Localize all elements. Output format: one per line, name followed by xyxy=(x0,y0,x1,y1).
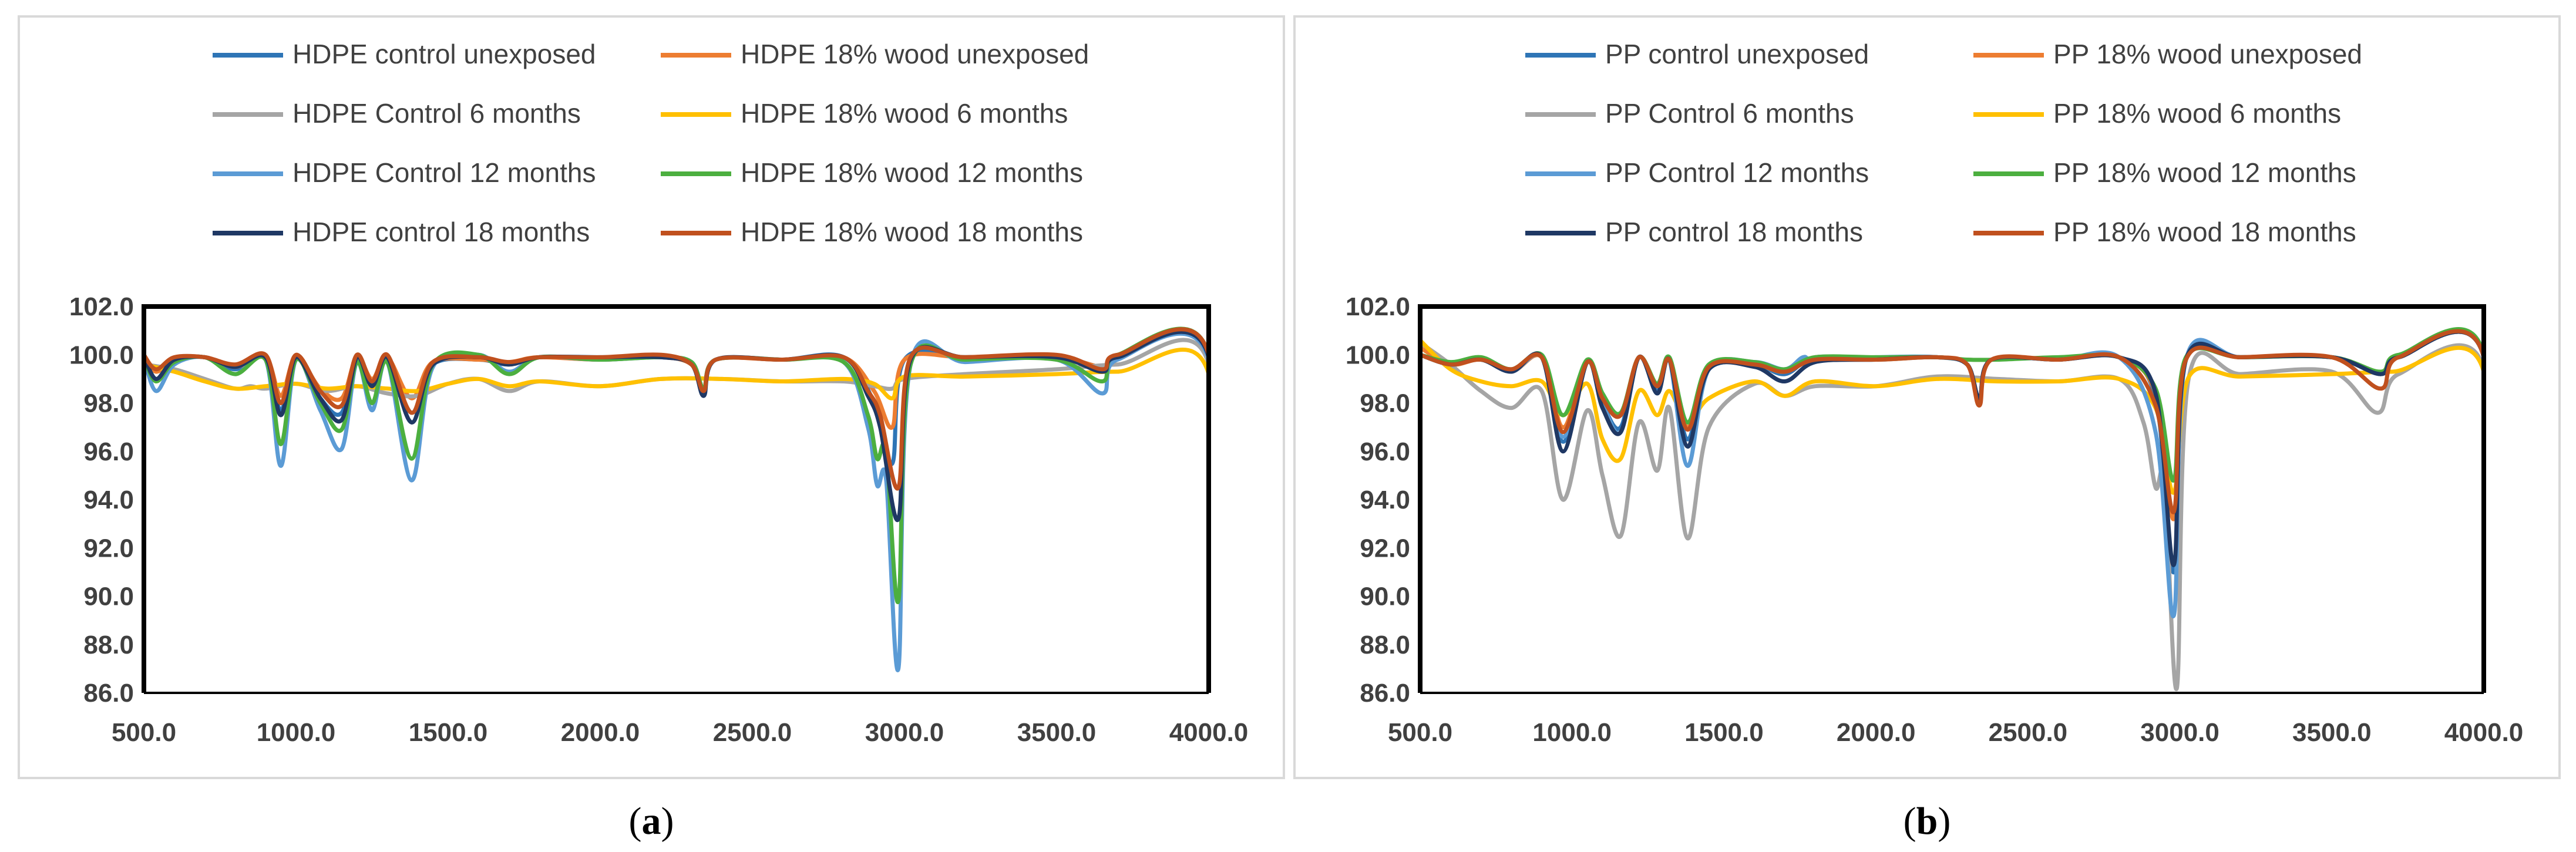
legend-label: HDPE control unexposed xyxy=(292,39,596,69)
legend-item-a-4: HDPE Control 12 months xyxy=(213,157,596,188)
y-tick-label-a-7: 88.0 xyxy=(83,631,134,659)
legend-label: HDPE Control 6 months xyxy=(292,98,581,129)
y-tick-label-a-6: 90.0 xyxy=(83,582,134,611)
plot-border-b xyxy=(1418,304,2486,693)
series-line-a-7 xyxy=(144,327,1209,693)
panel-a: HDPE control unexposed HDPE 18% wood unex… xyxy=(18,15,1285,779)
legend-label: PP 18% wood 6 months xyxy=(2053,98,2341,129)
y-tick-label-b-8: 86.0 xyxy=(1360,679,1410,708)
series-line-b-3 xyxy=(1420,339,2484,693)
legend-label: HDPE control 18 months xyxy=(292,217,590,247)
x-tick-label-b-6: 3500.0 xyxy=(2292,718,2372,747)
legend-label: PP 18% wood unexposed xyxy=(2053,39,2362,69)
x-tick-label-a-4: 2500.0 xyxy=(713,718,792,747)
legend-item-b-1: PP 18% wood unexposed xyxy=(1973,39,2362,69)
legend-item-b-6: PP control 18 months xyxy=(1525,217,1863,247)
panel-b-frame xyxy=(1293,15,2561,779)
y-tick-label-a-2: 98.0 xyxy=(83,389,134,418)
legend-item-b-5: PP 18% wood 12 months xyxy=(1973,157,2356,188)
panel-b: PP control unexposed PP 18% wood unexpose… xyxy=(1293,15,2561,779)
legend-item-a-6: HDPE control 18 months xyxy=(213,217,590,247)
x-tick-label-a-3: 2000.0 xyxy=(561,718,640,747)
y-tick-label-a-8: 86.0 xyxy=(83,679,134,708)
legend-item-b-3: PP 18% wood 6 months xyxy=(1973,98,2341,129)
legend-item-a-1: HDPE 18% wood unexposed xyxy=(661,39,1089,69)
legend-item-b-0: PP control unexposed xyxy=(1525,39,1869,69)
legend-item-a-2: HDPE Control 6 months xyxy=(213,98,581,129)
legend-label: PP Control 12 months xyxy=(1605,157,1869,188)
legend-label: PP control 18 months xyxy=(1605,217,1863,247)
y-tick-label-b-2: 98.0 xyxy=(1360,389,1410,418)
legend-item-a-7: HDPE 18% wood 18 months xyxy=(661,217,1083,247)
x-tick-label-b-2: 1500.0 xyxy=(1684,718,1764,747)
legend-label: HDPE 18% wood 6 months xyxy=(741,98,1068,129)
panel-a-frame xyxy=(18,15,1285,779)
y-tick-label-b-3: 96.0 xyxy=(1360,437,1410,466)
caption-b: (b) xyxy=(1904,800,1951,843)
y-tick-label-a-4: 94.0 xyxy=(83,486,134,514)
x-tick-label-a-5: 3000.0 xyxy=(865,718,944,747)
legend-label: HDPE Control 12 months xyxy=(292,157,596,188)
legend-label: HDPE 18% wood 12 months xyxy=(741,157,1083,188)
series-group-a xyxy=(144,326,1209,693)
x-tick-label-b-4: 2500.0 xyxy=(1989,718,2068,747)
y-tick-label-b-5: 92.0 xyxy=(1360,534,1410,563)
legend-item-b-7: PP 18% wood 18 months xyxy=(1973,217,2356,247)
x-tick-label-a-2: 1500.0 xyxy=(409,718,488,747)
y-tick-label-b-6: 90.0 xyxy=(1360,582,1410,611)
x-tick-label-b-3: 2000.0 xyxy=(1837,718,1916,747)
x-tick-label-a-1: 1000.0 xyxy=(257,718,336,747)
x-tick-label-b-0: 500.0 xyxy=(1388,718,1452,747)
legend-label: HDPE 18% wood unexposed xyxy=(741,39,1089,69)
x-tick-label-b-5: 3000.0 xyxy=(2140,718,2219,747)
x-tick-label-b-7: 4000.0 xyxy=(2444,718,2524,747)
y-tick-label-a-0: 102.0 xyxy=(69,292,134,321)
x-tick-label-b-1: 1000.0 xyxy=(1532,718,1612,747)
x-tick-label-a-7: 4000.0 xyxy=(1169,718,1249,747)
legend-label: HDPE 18% wood 18 months xyxy=(741,217,1083,247)
legend-item-a-0: HDPE control unexposed xyxy=(213,39,596,69)
legend-label: PP 18% wood 12 months xyxy=(2053,157,2356,188)
y-tick-label-a-3: 96.0 xyxy=(83,437,134,466)
legend-label: PP 18% wood 18 months xyxy=(2053,217,2356,247)
series-group-b xyxy=(1420,327,2484,693)
x-tick-label-a-0: 500.0 xyxy=(112,718,176,747)
legend-item-a-5: HDPE 18% wood 12 months xyxy=(661,157,1083,188)
y-tick-label-b-0: 102.0 xyxy=(1346,292,1410,321)
y-tick-label-a-1: 100.0 xyxy=(69,341,134,369)
legend-label: PP control unexposed xyxy=(1605,39,1869,69)
legend-item-b-2: PP Control 6 months xyxy=(1525,98,1854,129)
legend-item-a-3: HDPE 18% wood 6 months xyxy=(661,98,1068,129)
y-tick-label-b-7: 88.0 xyxy=(1360,631,1410,659)
x-tick-label-a-6: 3500.0 xyxy=(1017,718,1097,747)
legend-label: PP Control 6 months xyxy=(1605,98,1854,129)
y-tick-label-b-1: 100.0 xyxy=(1346,341,1410,369)
series-line-b-7 xyxy=(1420,329,2484,693)
caption-a: (a) xyxy=(629,800,674,843)
y-tick-label-a-5: 92.0 xyxy=(83,534,134,563)
legend-item-b-4: PP Control 12 months xyxy=(1525,157,1869,188)
y-tick-label-b-4: 94.0 xyxy=(1360,486,1410,514)
plot-border-a xyxy=(142,304,1211,693)
